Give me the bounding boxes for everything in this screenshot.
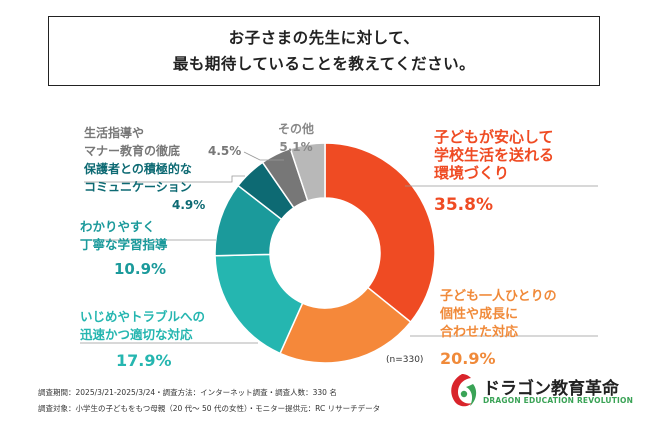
title-box: お子さまの先生に対して、 最も期待していることを教えてください。 (48, 16, 600, 86)
brand-name: ドラゴン教育革命 (483, 379, 619, 399)
leader-life-guidance (243, 151, 284, 161)
label-learning-guidance: わかりやすく 丁寧な学習指導 10.9% (80, 218, 168, 278)
label-individual-support: 子ども一人ひとりの 個性や成長に 合わせた対応 20.9% (440, 288, 557, 368)
value-individual-support: 20.9% (440, 349, 496, 368)
dragon-logo-icon (451, 374, 477, 407)
leader-parent-communication (84, 175, 245, 183)
brand-logo: ドラゴン教育革命 DRAGON EDUCATION REVOLUTION (445, 372, 645, 412)
label-individual-support-text: 子ども一人ひとりの 個性や成長に 合わせた対応 (440, 289, 557, 340)
label-other: その他 5.1% (278, 120, 314, 156)
brand-tagline: DRAGON EDUCATION REVOLUTION (483, 396, 634, 405)
label-life-guidance-text: 生活指導や マナー教育の徹底 (84, 126, 181, 158)
label-bullying-response: いじめやトラブルへの 迅速かつ適切な対応 17.9% (80, 308, 205, 370)
label-bullying-response-text: いじめやトラブルへの 迅速かつ適切な対応 (80, 309, 206, 342)
label-learning-guidance-text: わかりやすく 丁寧な学習指導 (80, 219, 168, 252)
footer-survey-info: 調査期間：2025/3/21-2025/3/24・調査方法：インターネット調査・… (38, 388, 337, 397)
title-line-1: お子さまの先生に対して、 (228, 29, 420, 47)
label-safe-environment-text: 子どもが安心して 学校生活を送れる 環境づくり (434, 128, 555, 182)
label-safe-environment: 子どもが安心して 学校生活を送れる 環境づくり 35.8% (434, 128, 554, 214)
value-parent-communication: 4.9% (172, 198, 206, 212)
slice-other (289, 142, 326, 202)
label-parent-communication-text: 保護者との積極的な コミュニケーション (84, 162, 192, 194)
footer-survey-target: 調査対象：小学生の子どもをもつ母親（20 代〜 50 代の女性）・モニター提供元… (38, 404, 381, 413)
title-line-2: 最も期待していることを教えてください。 (172, 55, 476, 73)
label-parent-communication: 保護者との積極的な コミュニケーション 4.9% (84, 160, 205, 214)
slice-safe-environment (324, 142, 436, 324)
value-life-guidance: 4.5% (208, 144, 242, 158)
label-other-text: その他 (278, 122, 315, 136)
value-bullying-response: 17.9% (116, 351, 172, 370)
label-life-guidance: 生活指導や マナー教育の徹底 (84, 124, 180, 160)
slice-individual-support (279, 286, 412, 364)
value-other: 5.1% (279, 140, 313, 154)
sample-size-note: (n=330) (386, 355, 424, 365)
value-learning-guidance: 10.9% (114, 260, 167, 278)
value-safe-environment: 35.8% (434, 195, 493, 215)
